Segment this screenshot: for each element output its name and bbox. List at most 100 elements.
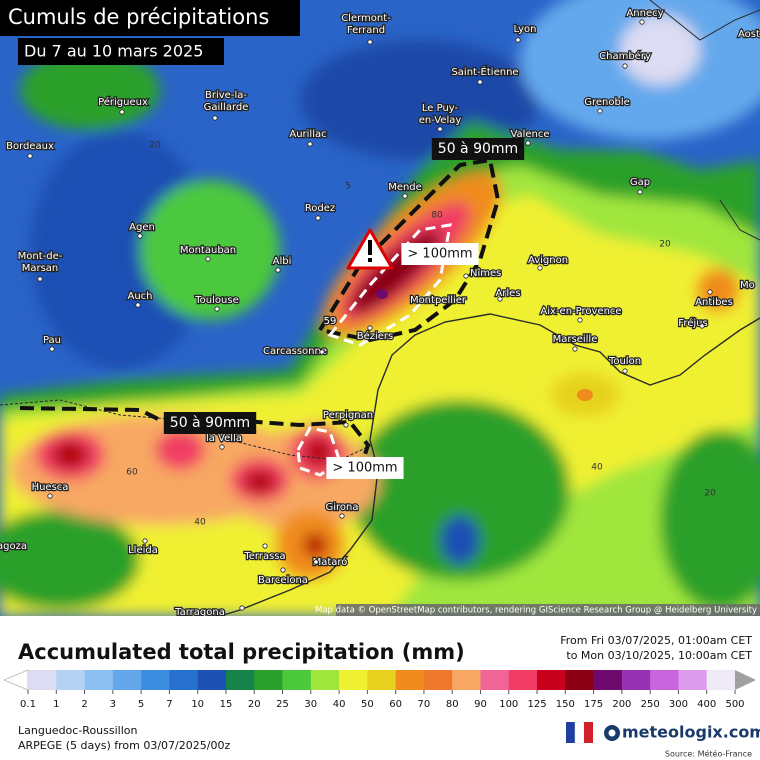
city-marker (313, 559, 319, 565)
period-start: From Fri 03/07/2025, 01:00am CET (560, 634, 752, 647)
city-label: en-Velay (419, 115, 462, 126)
attribution: Map data © OpenStreetMap contributors, r… (315, 606, 757, 616)
city-label: Perpignan (323, 410, 373, 421)
colorbar-tick-label: 100 (499, 699, 518, 710)
city-label: Girona (325, 502, 358, 513)
source: Source: Météo-France (665, 749, 752, 759)
city-label: Mataró (313, 556, 348, 568)
city-label: Grenoble (584, 97, 630, 108)
city-marker (205, 256, 211, 262)
city-marker (537, 265, 543, 271)
city-marker (515, 37, 521, 43)
colorbar-tick-label: 10 (191, 699, 204, 710)
colorbar-swatch (197, 670, 227, 690)
colorbar: 0.1 1 2 3 5 7 10 15 20 25 30 40 50 60 70 80 90 100 125 150 1… (3, 669, 756, 710)
city-marker (212, 115, 218, 121)
model: ARPEGE (5 days) from 03/07/2025/00z (18, 739, 230, 752)
contour-label: 20 (704, 489, 716, 499)
colorbar-tick-label: 7 (166, 699, 172, 710)
colorbar-tick-label: 90 (474, 699, 487, 710)
colorbar-tick-label: 3 (110, 699, 116, 710)
city-label: Tarragona (174, 607, 225, 618)
city-marker (367, 325, 373, 331)
city-label: Barcelona (258, 575, 308, 586)
city-label: Bordeaux (6, 141, 54, 152)
colorbar-tick-label: 300 (669, 699, 688, 710)
city-marker (367, 39, 373, 45)
period-end: to Mon 03/10/2025, 10:00am CET (566, 649, 752, 662)
city-marker (27, 153, 33, 159)
city-marker (402, 193, 408, 199)
contour-label: 40 (591, 463, 603, 473)
city-label: Pau (43, 335, 61, 346)
city-marker (497, 296, 503, 302)
city-label: Carcassonne (263, 346, 327, 357)
city-label: Chambéry (599, 50, 651, 62)
colorbar-swatch (254, 670, 283, 690)
colorbar-swatch (339, 670, 368, 690)
colorbar-swatch (508, 670, 538, 690)
city-label: la Vella (206, 433, 242, 444)
colorbar-tick-label: 50 (361, 699, 374, 710)
contour-label: 5 (345, 182, 351, 192)
contour-label: 40 (194, 518, 206, 528)
city-marker (119, 109, 125, 115)
city-label: Agen (129, 222, 155, 233)
colorbar-tick-label: 80 (446, 699, 459, 710)
callout-box (163, 412, 257, 434)
city-marker (622, 368, 628, 374)
colorbar-tick-label: 15 (220, 699, 233, 710)
city-marker (463, 273, 469, 279)
city-label: Aost (738, 29, 760, 40)
colorbar-tick-label: 0.1 (20, 699, 36, 710)
city-marker (343, 422, 349, 428)
city-label: Rodez (305, 203, 335, 214)
colorbar-swatch (310, 670, 340, 690)
colorbar-swatch (112, 670, 142, 690)
colorbar-swatch (395, 670, 425, 690)
city-marker (262, 543, 268, 549)
colorbar-under (3, 669, 29, 691)
city-marker (707, 289, 713, 295)
city-label: Gaillarde (204, 102, 249, 113)
city-marker (142, 538, 148, 544)
callout-label: 50 à 90mm (170, 415, 250, 431)
city-label: Antibes (695, 297, 733, 308)
city-marker (477, 79, 483, 85)
colorbar-swatch (282, 670, 312, 690)
city-label: Nîmes (470, 267, 501, 279)
colorbar-tick-label: 125 (527, 699, 546, 710)
city-label: Albi (273, 256, 292, 267)
city-marker (47, 493, 53, 499)
colorbar-tick-label: 500 (725, 699, 744, 710)
city-label: Terrassa (243, 551, 285, 562)
colorbar-swatch (367, 670, 396, 690)
callout-box (401, 243, 479, 265)
flag (566, 721, 593, 744)
city-label: Montauban (180, 245, 236, 256)
callout-label: 50 à 90mm (438, 141, 518, 157)
city-marker (137, 233, 143, 239)
colorbar-swatch (452, 670, 481, 690)
city-label: Brive-la- (205, 90, 247, 101)
title: Cumuls de précipitations (8, 5, 269, 29)
map: Clermont-Ferrand Lyon Annecy Aost Chambéry Sa… (0, 0, 760, 618)
colorbar-tick-label: 400 (697, 699, 716, 710)
colorbar-tick-label: 70 (418, 699, 431, 710)
colorbar-swatch (593, 670, 623, 690)
colorbar-tick-label: 2 (81, 699, 87, 710)
city-marker (622, 63, 628, 69)
city-marker (319, 349, 325, 355)
city-label: Avignon (528, 255, 568, 266)
city-marker (49, 346, 55, 352)
city-marker (275, 267, 281, 273)
city-marker (699, 323, 705, 329)
colorbar-tick-label: 25 (276, 699, 289, 710)
city-marker (214, 306, 220, 312)
colorbar-tick-label: 5 (138, 699, 144, 710)
city-marker (37, 276, 43, 282)
subtitle: Du 7 au 10 mars 2025 (24, 42, 203, 61)
callout-box (431, 138, 525, 160)
city-marker (219, 444, 225, 450)
